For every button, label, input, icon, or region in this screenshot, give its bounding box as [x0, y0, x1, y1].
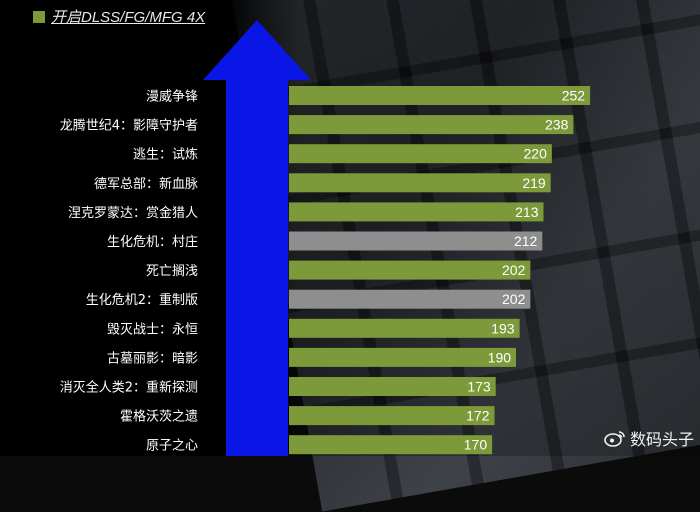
bar-value-label: 202: [502, 262, 526, 278]
category-label: 原子之心: [146, 439, 198, 454]
category-label: 生化危机：村庄: [107, 234, 198, 250]
arrow-group: [203, 20, 311, 456]
watermark: 数码头子: [604, 426, 694, 450]
category-label: 消灭全人类2：重新探测: [60, 380, 198, 396]
bar-value-label: 213: [515, 204, 539, 220]
weibo-icon: [604, 431, 625, 447]
legend: 开启DLSS/FG/MFG 4X: [33, 6, 205, 27]
bar-5: [289, 202, 544, 222]
bar-6: [289, 231, 543, 251]
bar-value-label: 172: [466, 408, 490, 424]
category-label: 涅克罗蒙达：赏金猎人: [68, 205, 198, 221]
bar-9: [289, 318, 520, 338]
bar-value-label: 190: [488, 349, 512, 365]
bar-12: [289, 406, 495, 426]
bar-chart: 252238220219213212202202193190173172170 …: [60, 20, 591, 456]
category-label: 霍格沃茨之遗: [120, 409, 198, 425]
category-label: 漫威争锋: [146, 90, 198, 105]
bar-2: [289, 115, 574, 135]
bar-7: [289, 260, 531, 280]
bar-value-label: 238: [545, 117, 569, 133]
bar-value-label: 170: [464, 437, 488, 453]
bar-value-label: 252: [562, 88, 586, 104]
category-label: 生化危机2：重制版: [86, 292, 198, 308]
bar-1: [289, 86, 591, 105]
bar-13: [289, 435, 493, 455]
bar-value-label: 219: [522, 175, 546, 191]
category-label: 古墓丽影：暗影: [107, 351, 198, 366]
category-labels-group: 漫威争锋龙腾世纪4：影障守护者逃生：试炼德军总部：新血脉涅克罗蒙达：赏金猎人生化…: [60, 90, 198, 454]
bar-value-label: 202: [502, 291, 526, 307]
bars-group: 252 238 220 219 213 212 202 202 193 190 173 172 170: [289, 86, 591, 455]
bar-11: [289, 377, 496, 396]
watermark-text: 数码头子: [629, 430, 694, 449]
category-label: 逃生：试炼: [133, 148, 198, 163]
bar-value-label: 193: [491, 320, 515, 336]
category-label: 德军总部：新血脉: [94, 176, 198, 192]
bar-value-label: 212: [514, 233, 538, 249]
arrow-head: [203, 20, 311, 80]
legend-label: 开启DLSS/FG/MFG 4X: [51, 9, 206, 26]
bar-8: [289, 289, 531, 309]
bar-10: [289, 347, 517, 367]
bar-value-label: 220: [524, 146, 548, 162]
bar-4: [289, 173, 551, 193]
bar-3: [289, 144, 552, 164]
category-label: 龙腾世纪4：影障守护者: [60, 118, 198, 134]
bar-value-label: 173: [467, 379, 491, 395]
arrow-shaft: [226, 78, 288, 456]
category-label: 死亡搁浅: [146, 264, 198, 279]
legend-swatch: [33, 10, 45, 23]
category-label: 毁灭战士：永恒: [107, 322, 198, 337]
